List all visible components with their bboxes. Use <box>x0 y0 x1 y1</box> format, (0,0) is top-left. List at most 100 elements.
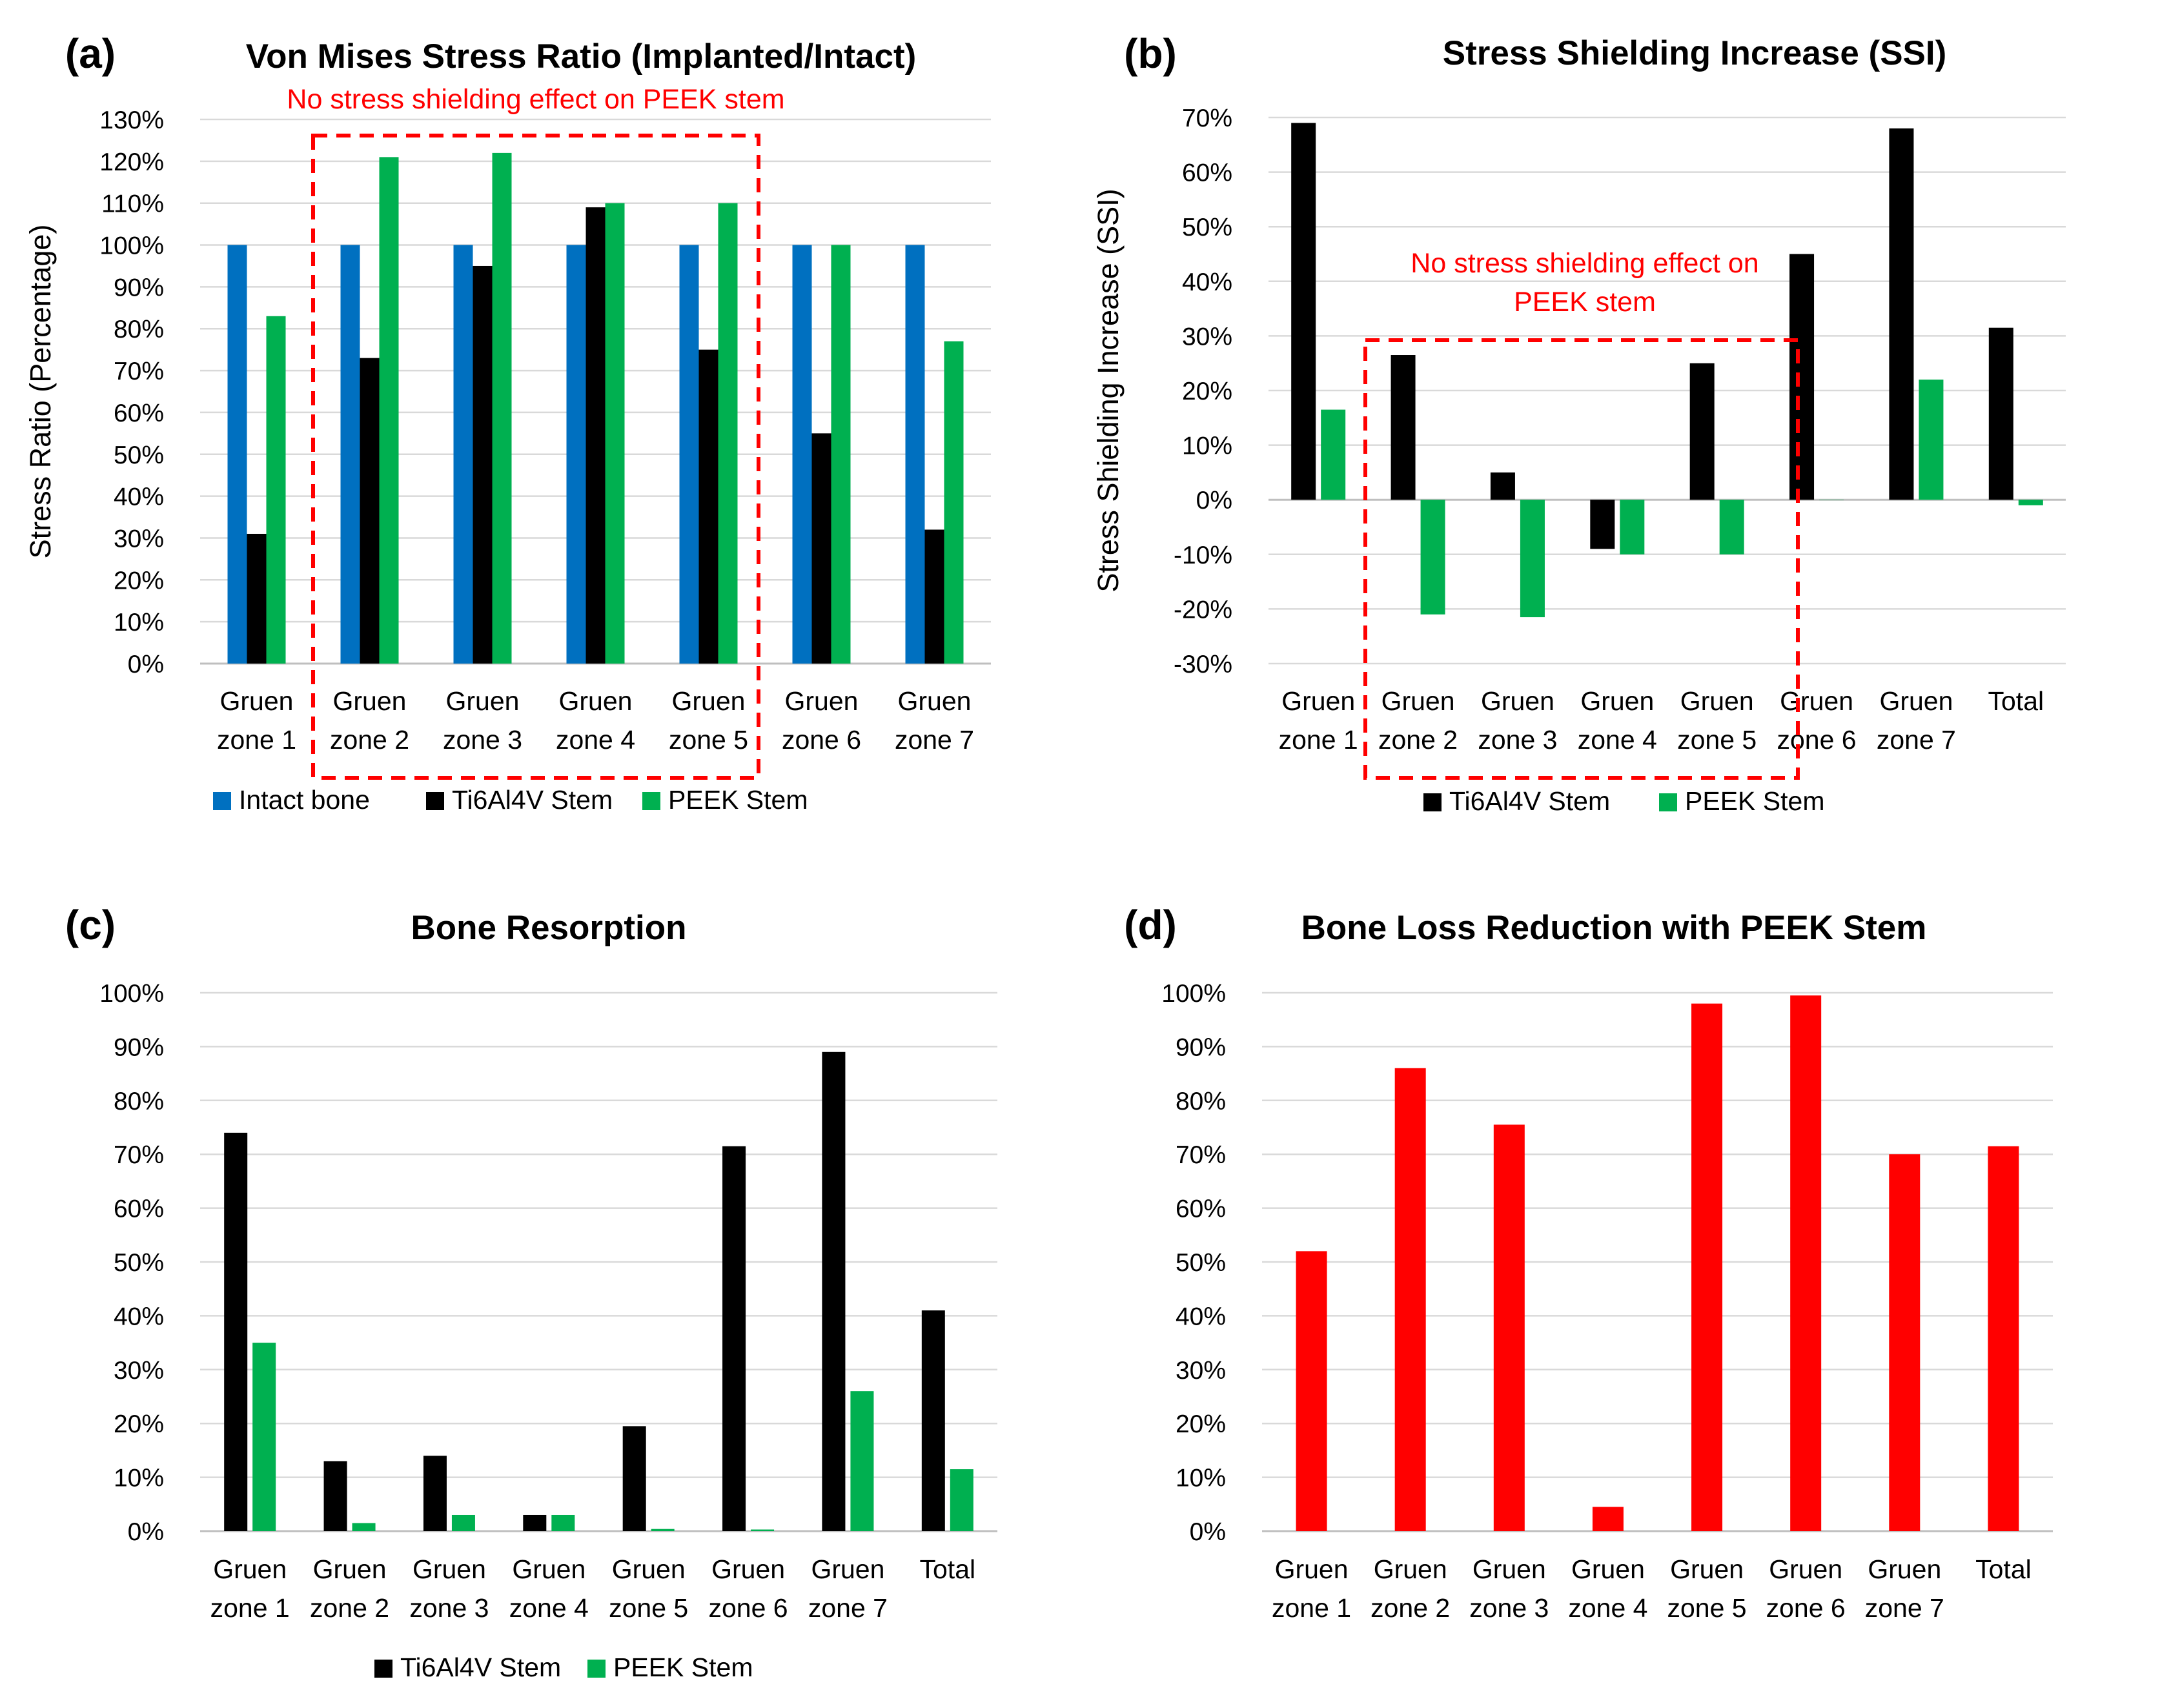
y-tick-label: 40% <box>1182 269 1232 296</box>
bar <box>323 1461 347 1531</box>
panel-label: (d) <box>1124 902 1177 948</box>
chart-c-bone-resorption: (c) Bone Resorption 0% 10% 20% 30% 40% 50% 60% 70… <box>65 902 997 1682</box>
y-tick-label: -30% <box>1174 651 1232 678</box>
bar <box>473 265 493 664</box>
y-tick-label: 40% <box>114 483 164 511</box>
legend-swatch <box>1423 793 1442 811</box>
x-tick-label: Gruen <box>220 686 294 716</box>
annotation-box <box>1363 338 1800 780</box>
y-tick-label: 90% <box>114 274 164 301</box>
y-tick-label: 100% <box>99 232 164 260</box>
y-tick-label: 80% <box>114 1088 164 1115</box>
bar <box>1988 1146 2019 1531</box>
chart-title: Stress Shielding Increase (SSI) <box>1443 34 1947 72</box>
bar <box>698 349 718 664</box>
x-tick-label: zone 4 <box>1578 725 1657 755</box>
y-tick-label: 30% <box>114 525 164 553</box>
y-tick-label: -20% <box>1174 596 1232 624</box>
bar <box>1490 472 1515 500</box>
x-tick-label: Gruen <box>711 1554 785 1584</box>
x-tick-label: Gruen <box>1281 686 1355 716</box>
legend-swatch <box>1659 793 1677 811</box>
bar <box>679 245 699 664</box>
bar <box>1889 128 1914 500</box>
y-tick-label: 30% <box>114 1357 164 1385</box>
x-tick-label: zone 2 <box>330 725 409 755</box>
x-tick-label: Gruen <box>333 686 407 716</box>
x-tick-label: Gruen <box>672 686 746 716</box>
x-tick-label: Gruen <box>1571 1554 1645 1584</box>
bar <box>1592 1507 1624 1531</box>
x-tick-label: zone 1 <box>1279 725 1358 755</box>
x-tick-label: Gruen <box>1481 686 1554 716</box>
x-tick-label: Gruen <box>512 1554 586 1584</box>
y-axis-label: Stress Shielding Increase (SSI) <box>1092 188 1125 592</box>
x-tick-label: Gruen <box>413 1554 486 1584</box>
x-tick-label: zone 3 <box>409 1593 489 1623</box>
panel-label: (c) <box>65 902 116 948</box>
annotation-box <box>311 134 760 780</box>
bar <box>352 1523 376 1531</box>
x-tick-label: Gruen <box>446 686 520 716</box>
x-tick-label: zone 4 <box>509 1593 589 1623</box>
y-tick-label: 10% <box>114 1465 164 1492</box>
bar <box>340 245 360 664</box>
x-tick-label: zone 3 <box>1469 1593 1549 1623</box>
bar <box>718 203 738 664</box>
y-tick-label: 70% <box>1176 1141 1226 1169</box>
bar <box>605 203 625 664</box>
bar <box>1420 500 1445 615</box>
bar <box>586 207 606 664</box>
bar <box>1689 363 1715 500</box>
bar <box>1790 995 1822 1531</box>
x-tick-label: zone 7 <box>1877 725 1956 755</box>
x-tick-label: zone 7 <box>808 1593 888 1623</box>
bar <box>247 533 267 664</box>
annotation-text: PEEK stem <box>1514 287 1656 318</box>
y-tick-label: 80% <box>1176 1088 1226 1115</box>
y-tick-label: 60% <box>114 1195 164 1223</box>
bar <box>266 316 286 664</box>
x-tick-label: zone 1 <box>210 1593 290 1623</box>
panel-label: (b) <box>1124 30 1177 77</box>
x-tick-label: Gruen <box>559 686 633 716</box>
x-tick-label: zone 6 <box>782 725 861 755</box>
x-tick-label: zone 1 <box>217 725 296 755</box>
x-tick-label: zone 6 <box>1766 1593 1846 1623</box>
x-tick-label: Gruen <box>1472 1554 1546 1584</box>
bar <box>850 1391 874 1531</box>
legend-swatch <box>642 792 660 810</box>
y-tick-label: 20% <box>1176 1410 1226 1438</box>
legend-label: Intact bone <box>239 785 370 815</box>
bar <box>1394 1068 1426 1531</box>
x-tick-label: zone 2 <box>310 1593 389 1623</box>
bar <box>252 1343 276 1531</box>
y-tick-label: 60% <box>1182 159 1232 187</box>
x-tick-label: Gruen <box>811 1554 884 1584</box>
bar <box>566 245 586 664</box>
y-tick-label: 50% <box>114 1249 164 1277</box>
y-tick-label: 10% <box>1176 1465 1226 1492</box>
y-tick-label: 20% <box>114 567 164 595</box>
bar <box>1620 500 1645 554</box>
x-tick-label: zone 5 <box>1677 725 1757 755</box>
bar <box>1493 1124 1525 1531</box>
x-tick-label: zone 4 <box>1568 1593 1647 1623</box>
legend-swatch <box>374 1660 392 1678</box>
y-axis-label: Stress Ratio (Percentage) <box>24 225 57 559</box>
y-tick-label: 20% <box>1182 378 1232 405</box>
y-tick-label: 70% <box>114 1141 164 1169</box>
chart-b-stress-shielding-increase: (b) Stress Shielding Increase (SSI) -30% -2… <box>1092 30 2066 816</box>
y-tick-label: 100% <box>99 980 164 1008</box>
x-tick-label: Gruen <box>1381 686 1455 716</box>
y-tick-label: 10% <box>114 609 164 636</box>
x-tick-label: Gruen <box>1868 1554 1941 1584</box>
bar <box>1590 500 1615 549</box>
y-tick-label: 40% <box>114 1303 164 1330</box>
bar <box>831 245 851 664</box>
x-tick-label: Gruen <box>1580 686 1654 716</box>
x-tick-label: Total <box>920 1554 976 1584</box>
bar <box>921 1310 945 1531</box>
